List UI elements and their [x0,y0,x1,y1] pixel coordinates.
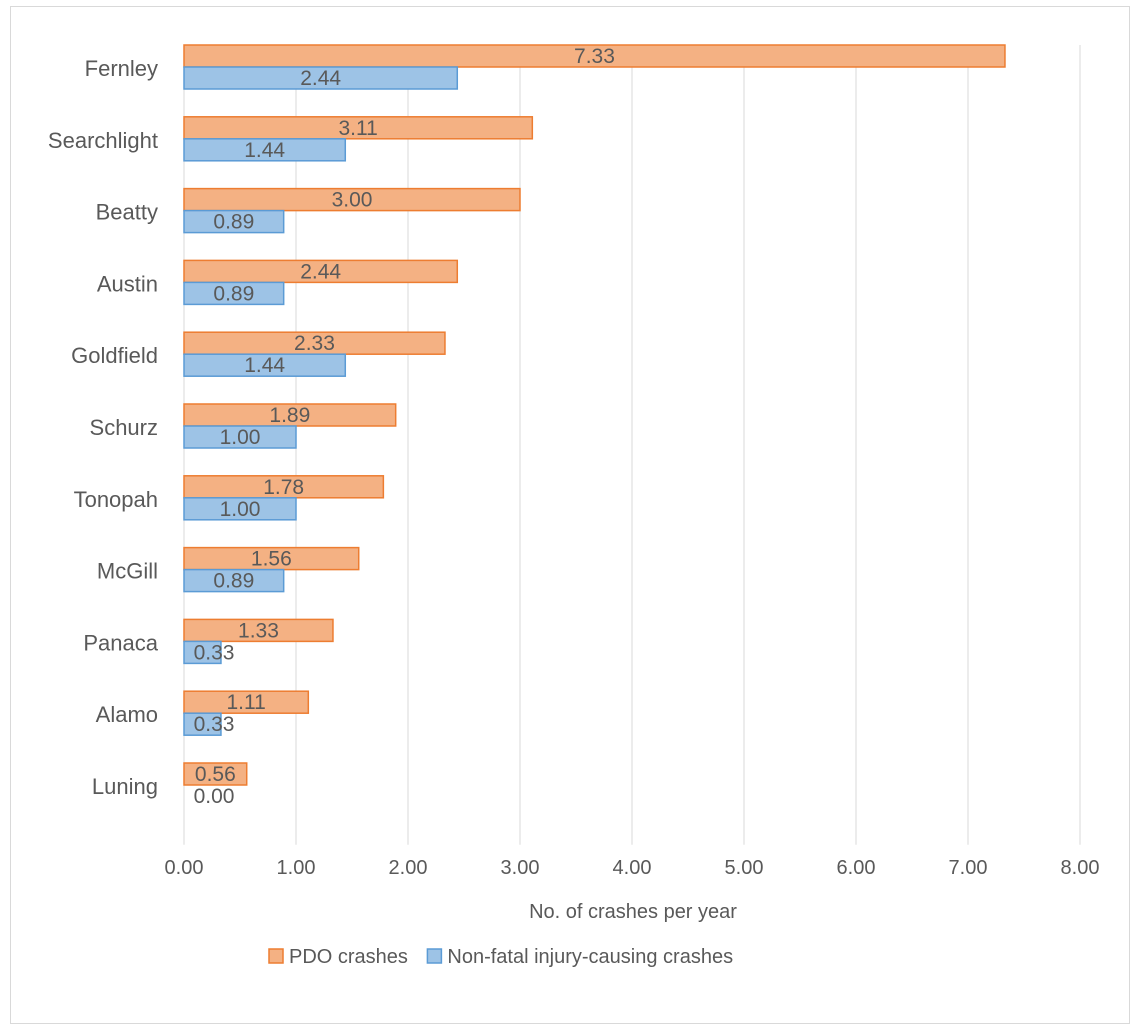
data-label: 1.00 [220,498,261,521]
data-label: 1.56 [251,548,292,571]
data-label: 1.00 [220,426,261,449]
data-label: 0.89 [213,282,254,305]
chart-container: 7.33 2.44 3.11 1.44 3.00 0.89 2.44 0.89 2.33 1.44… [10,6,1130,1024]
pdo-bar [183,44,1006,68]
legend-swatch-pdo [268,948,284,964]
legend-label-injury: Non-fatal injury-causing crashes [447,946,733,968]
category-label: Schurz [90,415,158,440]
category-label: Fernley [85,56,158,81]
injury-bar [183,138,347,162]
data-label: 2.44 [300,67,341,90]
data-label: 0.33 [194,641,235,664]
data-label: 0.89 [213,211,254,234]
injury-bar [183,281,285,306]
data-label: 7.33 [574,45,615,68]
data-label: 1.33 [238,619,279,642]
bar-chart: 7.33 2.44 3.11 1.44 3.00 0.89 2.44 0.89 2.33 1.44… [48,44,1100,968]
x-tick-label: 7.00 [949,857,988,879]
data-label: 3.00 [332,189,373,212]
pdo-bar [183,690,310,714]
x-tick-label: 5.00 [725,857,764,879]
injury-bar [183,497,297,521]
x-tick-label: 4.00 [613,857,652,879]
category-label: Tonopah [74,487,158,512]
x-tick-label: 2.00 [389,857,428,879]
data-label: 0.56 [195,763,236,786]
x-tick-label: 6.00 [837,857,876,879]
category-label: Panaca [83,630,158,655]
data-label: 1.44 [244,139,285,162]
injury-bar [183,209,285,234]
pdo-bar [183,259,459,284]
category-label: Austin [97,271,158,296]
category-label: Searchlight [48,128,158,153]
category-label: Luning [92,774,158,799]
pdo-bar [183,116,534,140]
legend: PDO crashes Non-fatal injury-causing cras… [268,946,733,968]
x-tick-label: 3.00 [501,857,540,879]
data-label: 2.33 [294,332,335,355]
category-label: Goldfield [71,343,158,368]
data-label: 1.44 [244,354,285,377]
category-label: Alamo [96,702,158,727]
category-label: McGill [97,559,158,584]
x-axis-title: No. of crashes per year [529,901,737,923]
category-label: Beatty [96,200,158,225]
injury-bar [183,640,222,665]
data-label: 0.89 [213,570,254,593]
x-tick-label: 8.00 [1061,857,1100,879]
data-label: 0.00 [194,785,235,808]
x-tick-label: 1.00 [277,857,316,879]
legend-label-pdo: PDO crashes [289,946,408,968]
data-label: 1.89 [269,404,310,427]
injury-bar [183,66,459,90]
injury-bar [183,568,285,593]
x-tick-label: 0.00 [165,857,204,879]
pdo-bar [183,618,334,643]
legend-swatch-injury [426,948,443,964]
pdo-bar [183,762,248,786]
injury-bar [183,712,222,736]
data-label: 3.11 [338,117,377,140]
data-label: 0.33 [194,713,235,736]
data-label: 1.78 [263,476,304,499]
data-label: 1.11 [226,691,265,714]
injury-bar [183,425,297,449]
pdo-bar [183,187,521,212]
data-label: 2.44 [300,260,341,283]
injury-bar [183,353,347,377]
